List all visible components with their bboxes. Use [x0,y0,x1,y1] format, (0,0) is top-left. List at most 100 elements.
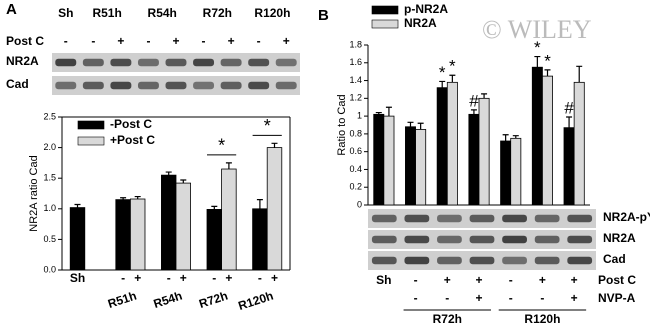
y-tick-label: 0 [357,199,362,209]
blot-band [82,81,104,90]
legend-swatch [77,136,105,146]
y-tick-label: 0.2 [349,182,362,192]
blot-band [82,58,104,67]
y-axis-label: NR2A ratio Cad [28,155,40,231]
y-tick-label: 0.4 [349,164,362,174]
y-tick-label: 0.0 [43,264,56,274]
condition-sign: - [146,34,150,48]
sign: - [258,271,262,285]
error-bar [544,69,551,77]
bar [373,113,385,206]
x-tick-label: Sh [70,271,85,285]
blot-band [502,235,527,244]
blot-band [437,235,462,244]
blot-band [404,214,430,223]
blot-band [248,81,270,90]
blot-band [165,58,187,67]
blot-band [55,81,77,90]
x-tick-label: R120h [237,289,276,313]
blot-band [437,214,462,223]
group-label: R72h [433,312,462,326]
condition-sign: + [283,34,290,48]
lane-label: R51h [92,6,121,20]
bar [175,182,191,271]
blot-band [502,214,527,223]
condition-sign: + [571,291,578,305]
bar [573,81,585,206]
error-bar [271,142,278,148]
bar [69,207,86,271]
blot-band [220,81,242,90]
blot-band [469,256,495,265]
condition-sign: - [414,273,418,287]
condition-sign: + [475,291,482,305]
blot-band [567,235,593,244]
panel-letter: B [318,7,329,24]
blot-band [220,58,242,67]
condition-sign: + [172,34,179,48]
error-bar [576,65,583,83]
blot-band [567,214,593,223]
error-bar [481,93,488,99]
annotation: * [449,57,456,76]
blot-band [55,58,77,67]
blot-band [534,214,560,223]
blot-band [371,235,397,244]
condition-sign: - [509,273,513,287]
bar [563,127,575,206]
watermark: © WILEY [482,15,592,44]
condition-sign: + [228,34,235,48]
blot-row-label: NR2A-pY [603,210,650,224]
condition-sign: + [444,273,451,287]
blot-band [371,214,397,223]
blot-band [137,58,159,67]
error-bar [375,111,382,115]
y-tick-label: 0.5 [43,234,56,244]
annotation: * [544,51,551,70]
legend-label: +Post C [110,133,155,147]
annotation: * [439,63,446,82]
y-tick-label: 1.2 [349,93,362,103]
y-tick-label: 0.6 [349,146,362,156]
bar [500,140,512,206]
error-bar [566,116,573,128]
bar [129,198,146,271]
error-bar [225,162,232,170]
lane-label: Sh [58,6,73,20]
bar [478,97,490,206]
y-tick-label: 2.0 [43,142,56,152]
blot-band [502,256,527,265]
condition-sign: + [117,34,124,48]
x-tick-label: R72h [197,289,229,311]
y-tick-label: 1.6 [349,57,362,67]
blot-band [567,256,593,265]
condition-label: Post C [6,34,44,48]
sign: + [271,271,278,285]
bar [436,87,448,206]
panel-letter: A [6,1,17,18]
error-bar [134,195,141,200]
annotation: * [534,38,541,57]
error-bar [256,199,263,209]
blot-band [469,235,495,244]
y-tick-label: 1.4 [349,75,362,85]
legend-label: p-NR2A [404,2,448,16]
blot-band [193,58,215,67]
error-bar [407,121,414,127]
bar [531,66,543,206]
legend-swatch [371,5,399,15]
sign: - [212,271,216,285]
condition-sign: - [202,34,206,48]
blot-band [371,256,397,265]
blot-band [404,235,430,244]
bar [510,137,522,206]
group-label: R120h [524,312,560,326]
condition-sign: + [475,273,482,287]
y-tick-label: 0.8 [349,128,362,138]
y-axis-label: Ratio to Cad [336,94,348,155]
legend-label: -Post C [110,117,152,131]
sign: + [225,271,232,285]
error-bar [534,55,541,68]
bar [266,147,283,271]
bar [405,126,416,206]
